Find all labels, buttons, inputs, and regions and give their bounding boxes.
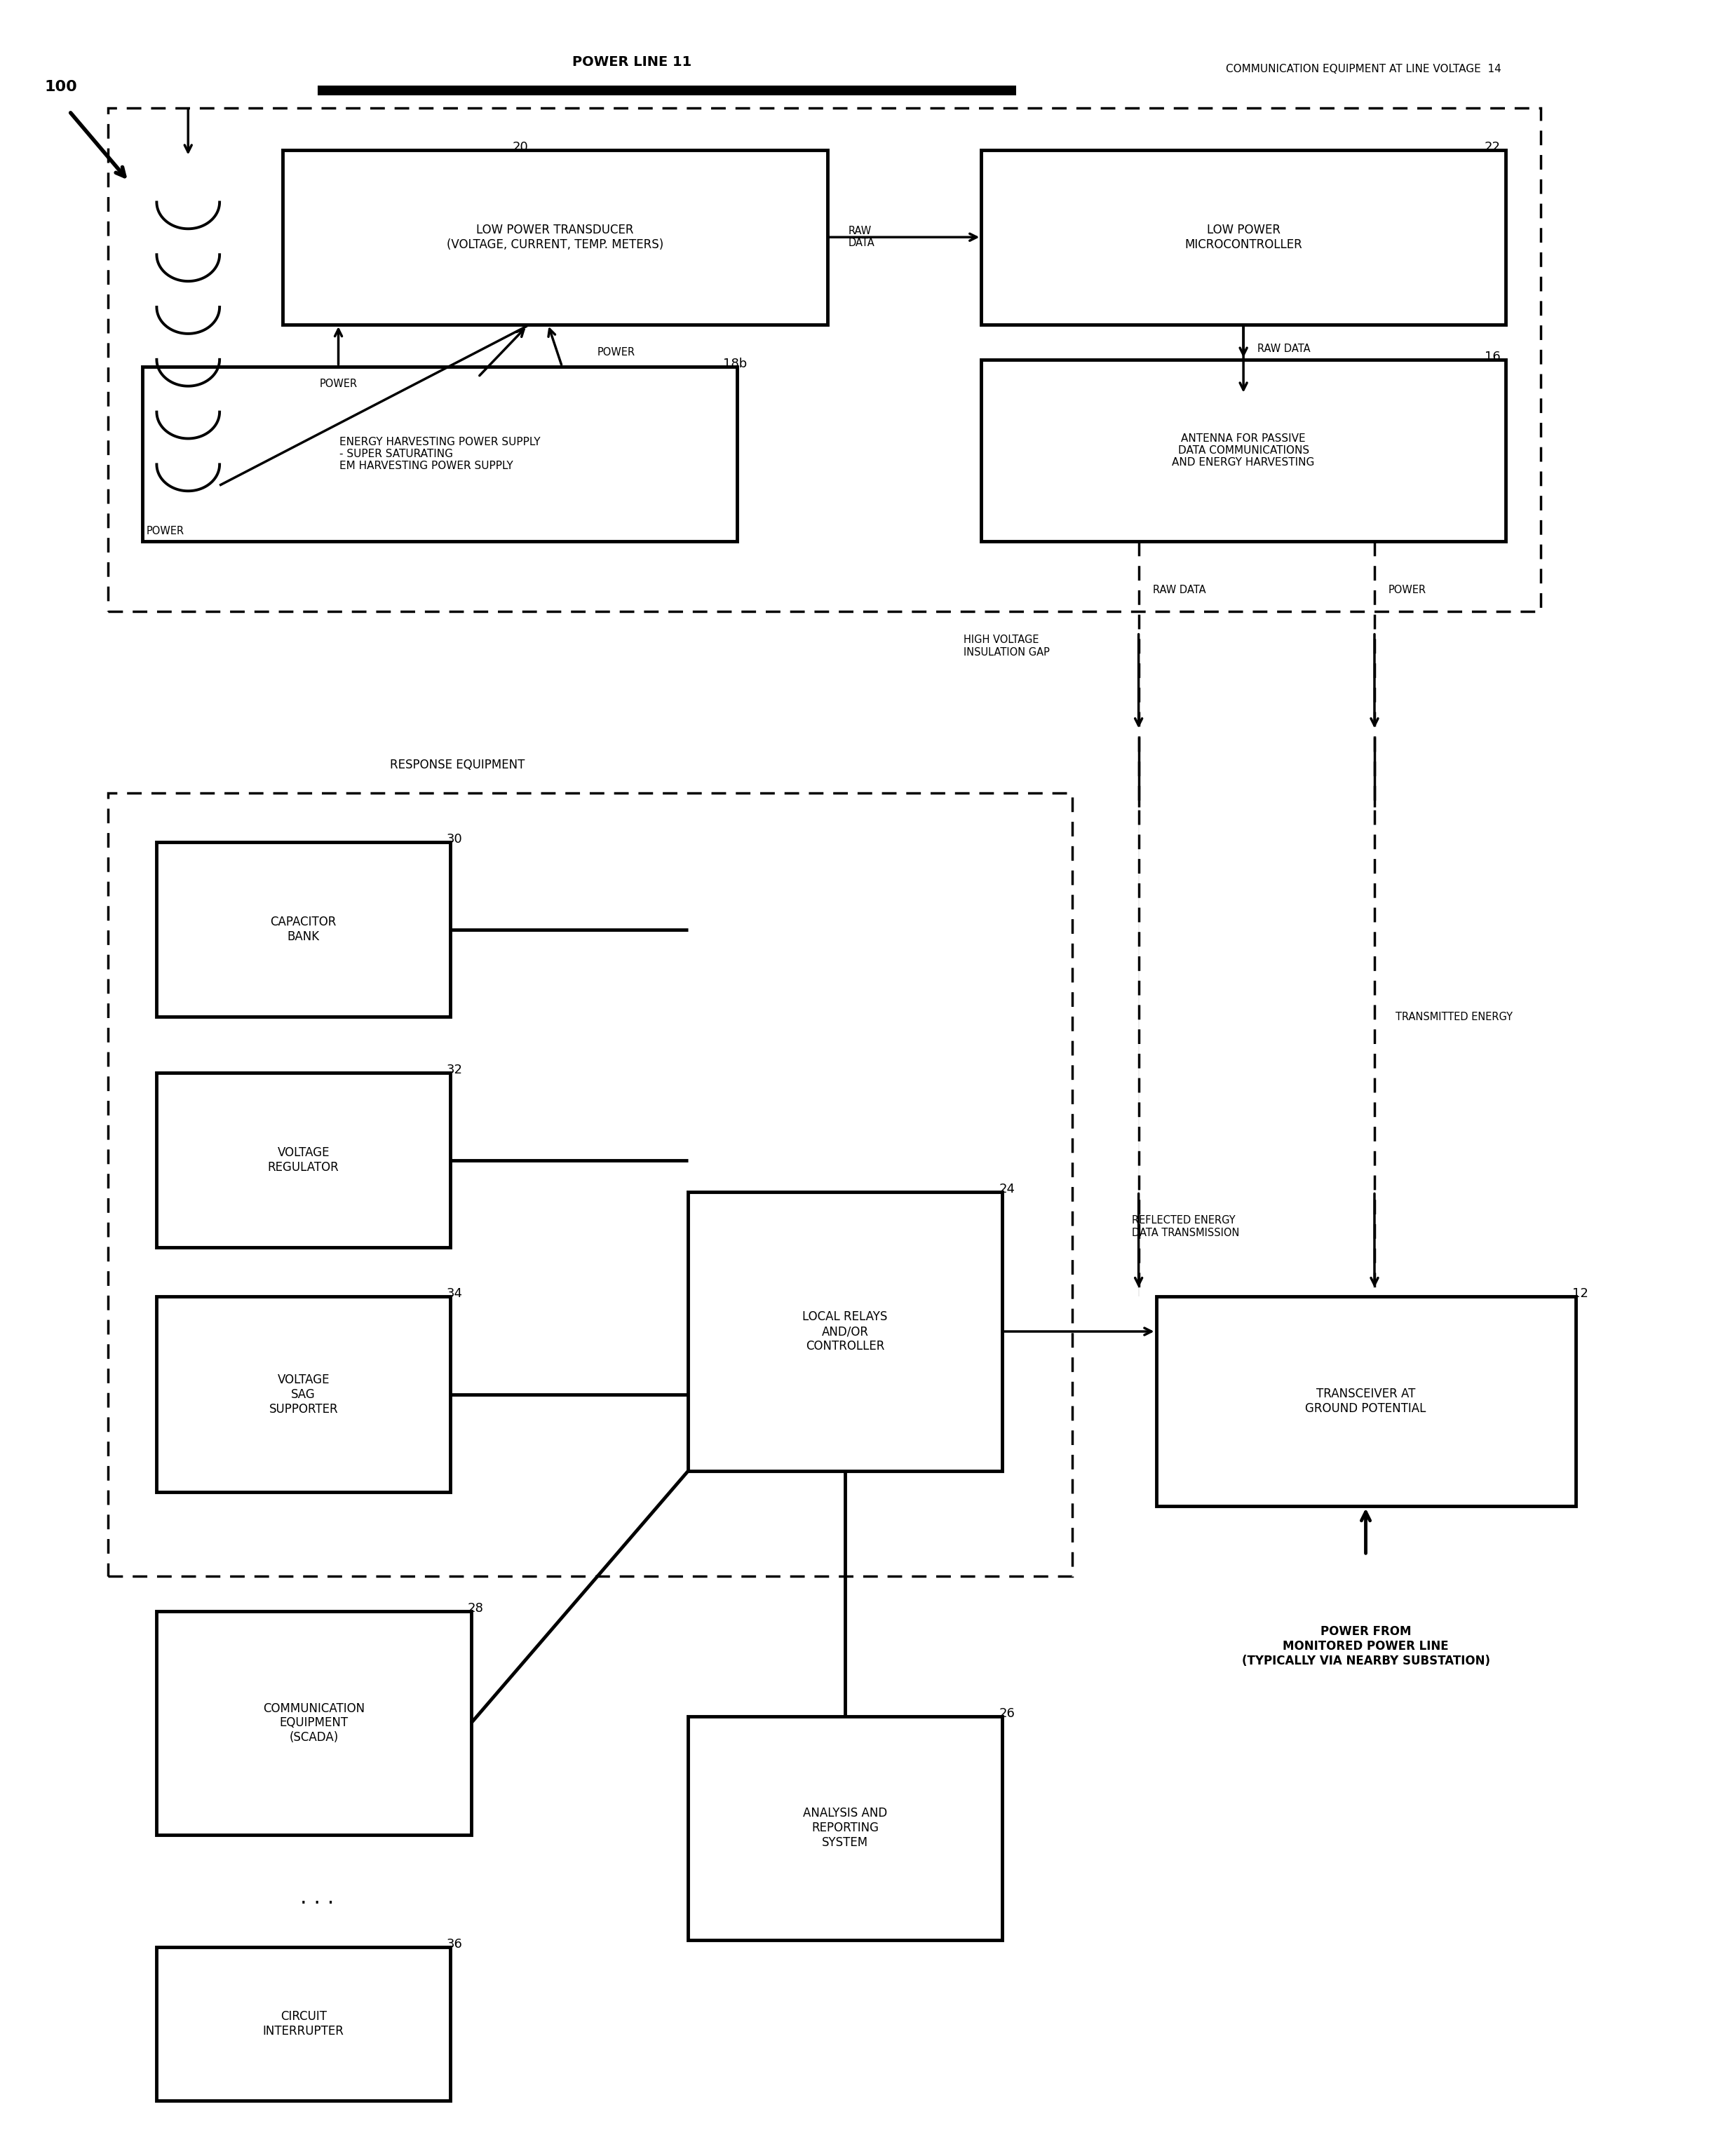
Text: CAPACITOR
BANK: CAPACITOR BANK [271, 916, 336, 942]
Text: TRANSMITTED ENERGY: TRANSMITTED ENERGY [1395, 1011, 1512, 1022]
Text: 24: 24 [999, 1181, 1014, 1194]
Text: ENERGY HARVESTING POWER SUPPLY
- SUPER SATURATING
EM HARVESTING POWER SUPPLY: ENERGY HARVESTING POWER SUPPLY - SUPER S… [340, 436, 541, 472]
Bar [156, 1947, 450, 2100]
Text: LOCAL RELAYS
AND/OR
CONTROLLER: LOCAL RELAYS AND/OR CONTROLLER [803, 1311, 887, 1352]
Text: 30: 30 [446, 832, 463, 845]
Bar [108, 793, 1073, 1576]
Text: RESPONSE EQUIPMENT: RESPONSE EQUIPMENT [390, 759, 525, 772]
Bar [142, 367, 736, 541]
Text: ANTENNA FOR PASSIVE
DATA COMMUNICATIONS
AND ENERGY HARVESTING: ANTENNA FOR PASSIVE DATA COMMUNICATIONS … [1172, 433, 1314, 468]
Text: LOW POWER
MICROCONTROLLER: LOW POWER MICROCONTROLLER [1184, 224, 1302, 250]
Text: REFLECTED ENERGY
DATA TRANSMISSION: REFLECTED ENERGY DATA TRANSMISSION [1131, 1216, 1239, 1238]
Text: RAW DATA: RAW DATA [1153, 584, 1206, 595]
Bar [156, 843, 450, 1018]
Text: 26: 26 [999, 1708, 1014, 1720]
Text: POWER: POWER [319, 379, 357, 390]
Bar [156, 1611, 472, 1835]
Text: 18b: 18b [722, 358, 746, 371]
Bar [982, 149, 1505, 326]
Text: HIGH VOLTAGE
INSULATION GAP: HIGH VOLTAGE INSULATION GAP [964, 634, 1050, 658]
Text: CIRCUIT
INTERRUPTER: CIRCUIT INTERRUPTER [263, 2009, 345, 2037]
Bar [688, 1716, 1002, 1940]
Text: POWER: POWER [1388, 584, 1426, 595]
Text: VOLTAGE
SAG
SUPPORTER: VOLTAGE SAG SUPPORTER [269, 1373, 338, 1414]
Bar [108, 108, 1541, 612]
Text: 20: 20 [511, 140, 529, 153]
Text: COMMUNICATION EQUIPMENT AT LINE VOLTAGE  14: COMMUNICATION EQUIPMENT AT LINE VOLTAGE … [1225, 65, 1502, 75]
Bar [156, 1074, 450, 1248]
Bar [283, 149, 827, 326]
Text: 28: 28 [468, 1602, 484, 1615]
Text: POWER LINE 11: POWER LINE 11 [571, 56, 692, 69]
Text: 12: 12 [1572, 1287, 1587, 1300]
Text: 100: 100 [45, 80, 77, 95]
Bar [156, 1296, 450, 1492]
Text: 16: 16 [1484, 351, 1500, 362]
Text: POWER FROM
MONITORED POWER LINE
(TYPICALLY VIA NEARBY SUBSTATION): POWER FROM MONITORED POWER LINE (TYPICAL… [1242, 1626, 1489, 1667]
Text: . . .: . . . [300, 1889, 335, 1908]
Text: POWER: POWER [597, 347, 635, 358]
Bar [982, 360, 1505, 541]
Text: RAW
DATA: RAW DATA [849, 226, 875, 248]
Text: LOW POWER TRANSDUCER
(VOLTAGE, CURRENT, TEMP. METERS): LOW POWER TRANSDUCER (VOLTAGE, CURRENT, … [446, 224, 664, 250]
Text: COMMUNICATION
EQUIPMENT
(SCADA): COMMUNICATION EQUIPMENT (SCADA) [263, 1701, 366, 1744]
Text: 22: 22 [1484, 140, 1502, 153]
Bar [688, 1192, 1002, 1470]
Text: POWER: POWER [146, 526, 184, 537]
Text: RAW DATA: RAW DATA [1258, 343, 1311, 354]
Text: VOLTAGE
REGULATOR: VOLTAGE REGULATOR [268, 1147, 340, 1173]
Text: 36: 36 [446, 1938, 463, 1951]
Bar [1157, 1296, 1575, 1507]
Text: 34: 34 [446, 1287, 463, 1300]
Text: 32: 32 [446, 1063, 463, 1076]
Text: TRANSCEIVER AT
GROUND POTENTIAL: TRANSCEIVER AT GROUND POTENTIAL [1306, 1388, 1426, 1414]
Text: ANALYSIS AND
REPORTING
SYSTEM: ANALYSIS AND REPORTING SYSTEM [803, 1807, 887, 1850]
